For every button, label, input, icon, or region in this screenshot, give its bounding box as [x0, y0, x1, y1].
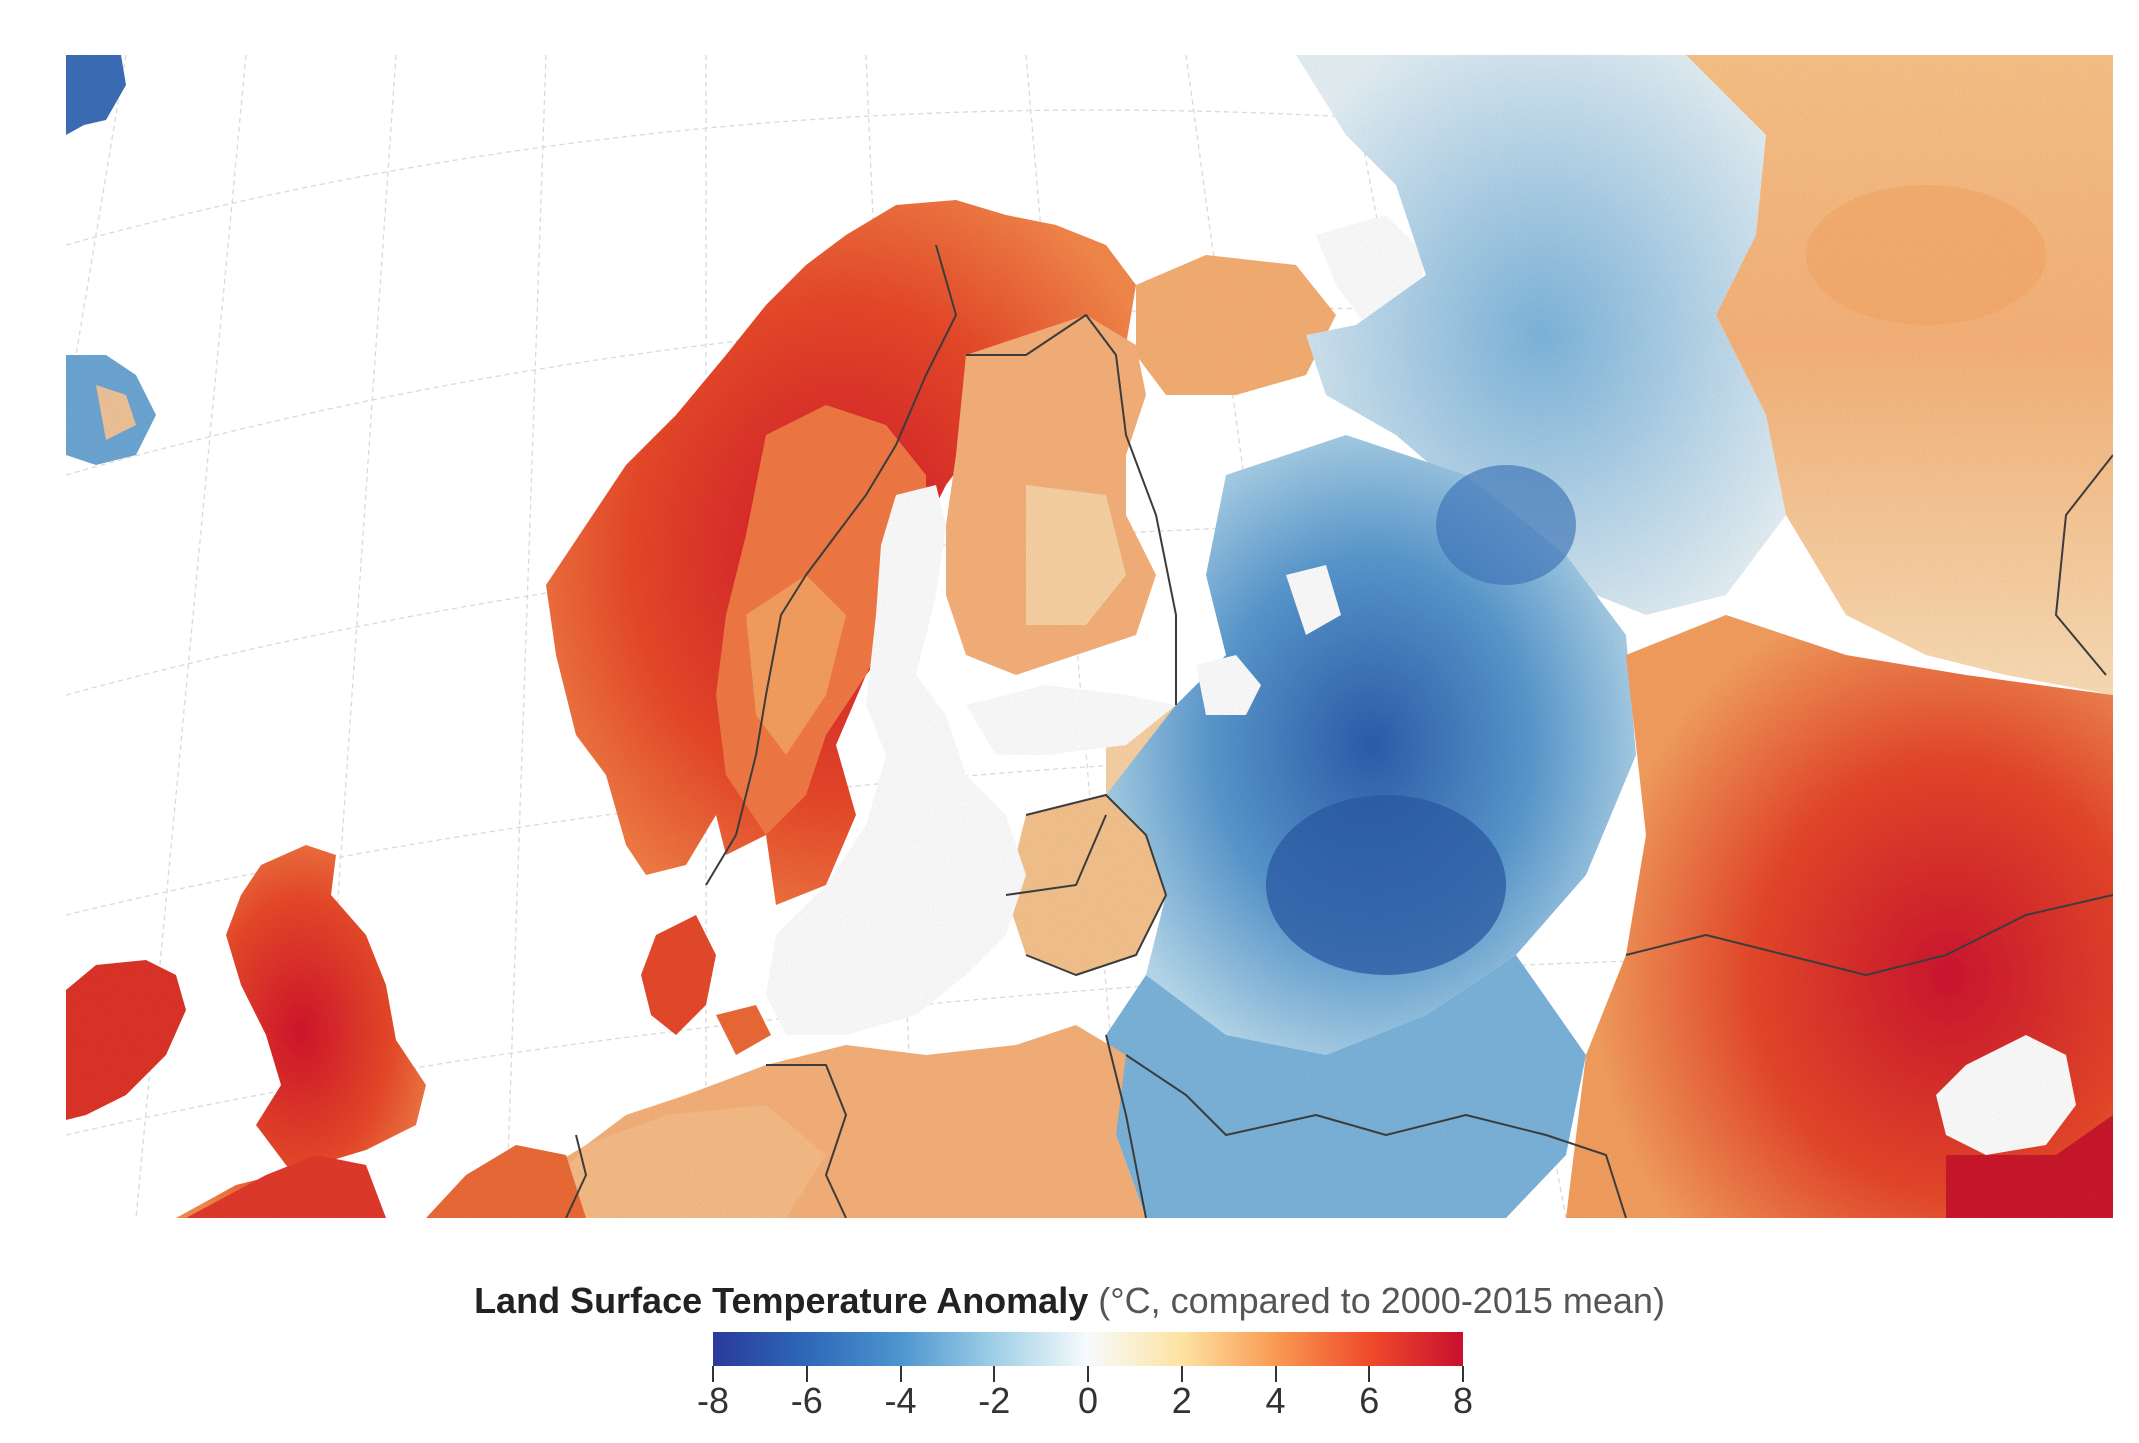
colorbar-tick-label: -6 — [790, 1380, 823, 1421]
legend-title-units: (°C, compared to 2000-2015 mean) — [1088, 1280, 1665, 1321]
colorbar-tick-mark — [712, 1366, 714, 1382]
colorbar-tick-label: -8 — [696, 1380, 729, 1421]
colorbar-tick-label: 2 — [1171, 1380, 1192, 1421]
colorbar-tick-label: -2 — [978, 1380, 1011, 1421]
legend-title-main: Land Surface Temperature Anomaly — [474, 1280, 1089, 1321]
colorbar-tick-mark — [1368, 1366, 1371, 1382]
map-canvas — [66, 55, 2113, 1218]
colorbar-tick-label: 6 — [1359, 1380, 1380, 1421]
colorbar-tick-mark — [805, 1366, 808, 1382]
colorbar-tick-mark — [899, 1366, 902, 1382]
colorbar-tick-label: -4 — [884, 1380, 917, 1421]
colorbar-tick-label: 8 — [1452, 1380, 1474, 1421]
colorbar-tick-mark — [1180, 1366, 1183, 1382]
colorbar — [713, 1332, 1463, 1366]
colorbar-tick-mark — [1462, 1366, 1464, 1382]
colorbar-tick-label: 0 — [1077, 1380, 1099, 1421]
colorbar-tick-mark — [993, 1366, 996, 1382]
legend: Land Surface Temperature Anomaly (°C, co… — [0, 1280, 2139, 1440]
temperature-anomaly-map — [66, 55, 2113, 1218]
legend-title: Land Surface Temperature Anomaly (°C, co… — [0, 1280, 2139, 1322]
colorbar-tick-label: 4 — [1265, 1380, 1286, 1421]
colorbar-tick-mark — [1087, 1366, 1089, 1382]
colorbar-tick-mark — [1274, 1366, 1277, 1382]
country-borders — [565, 244, 2113, 1218]
